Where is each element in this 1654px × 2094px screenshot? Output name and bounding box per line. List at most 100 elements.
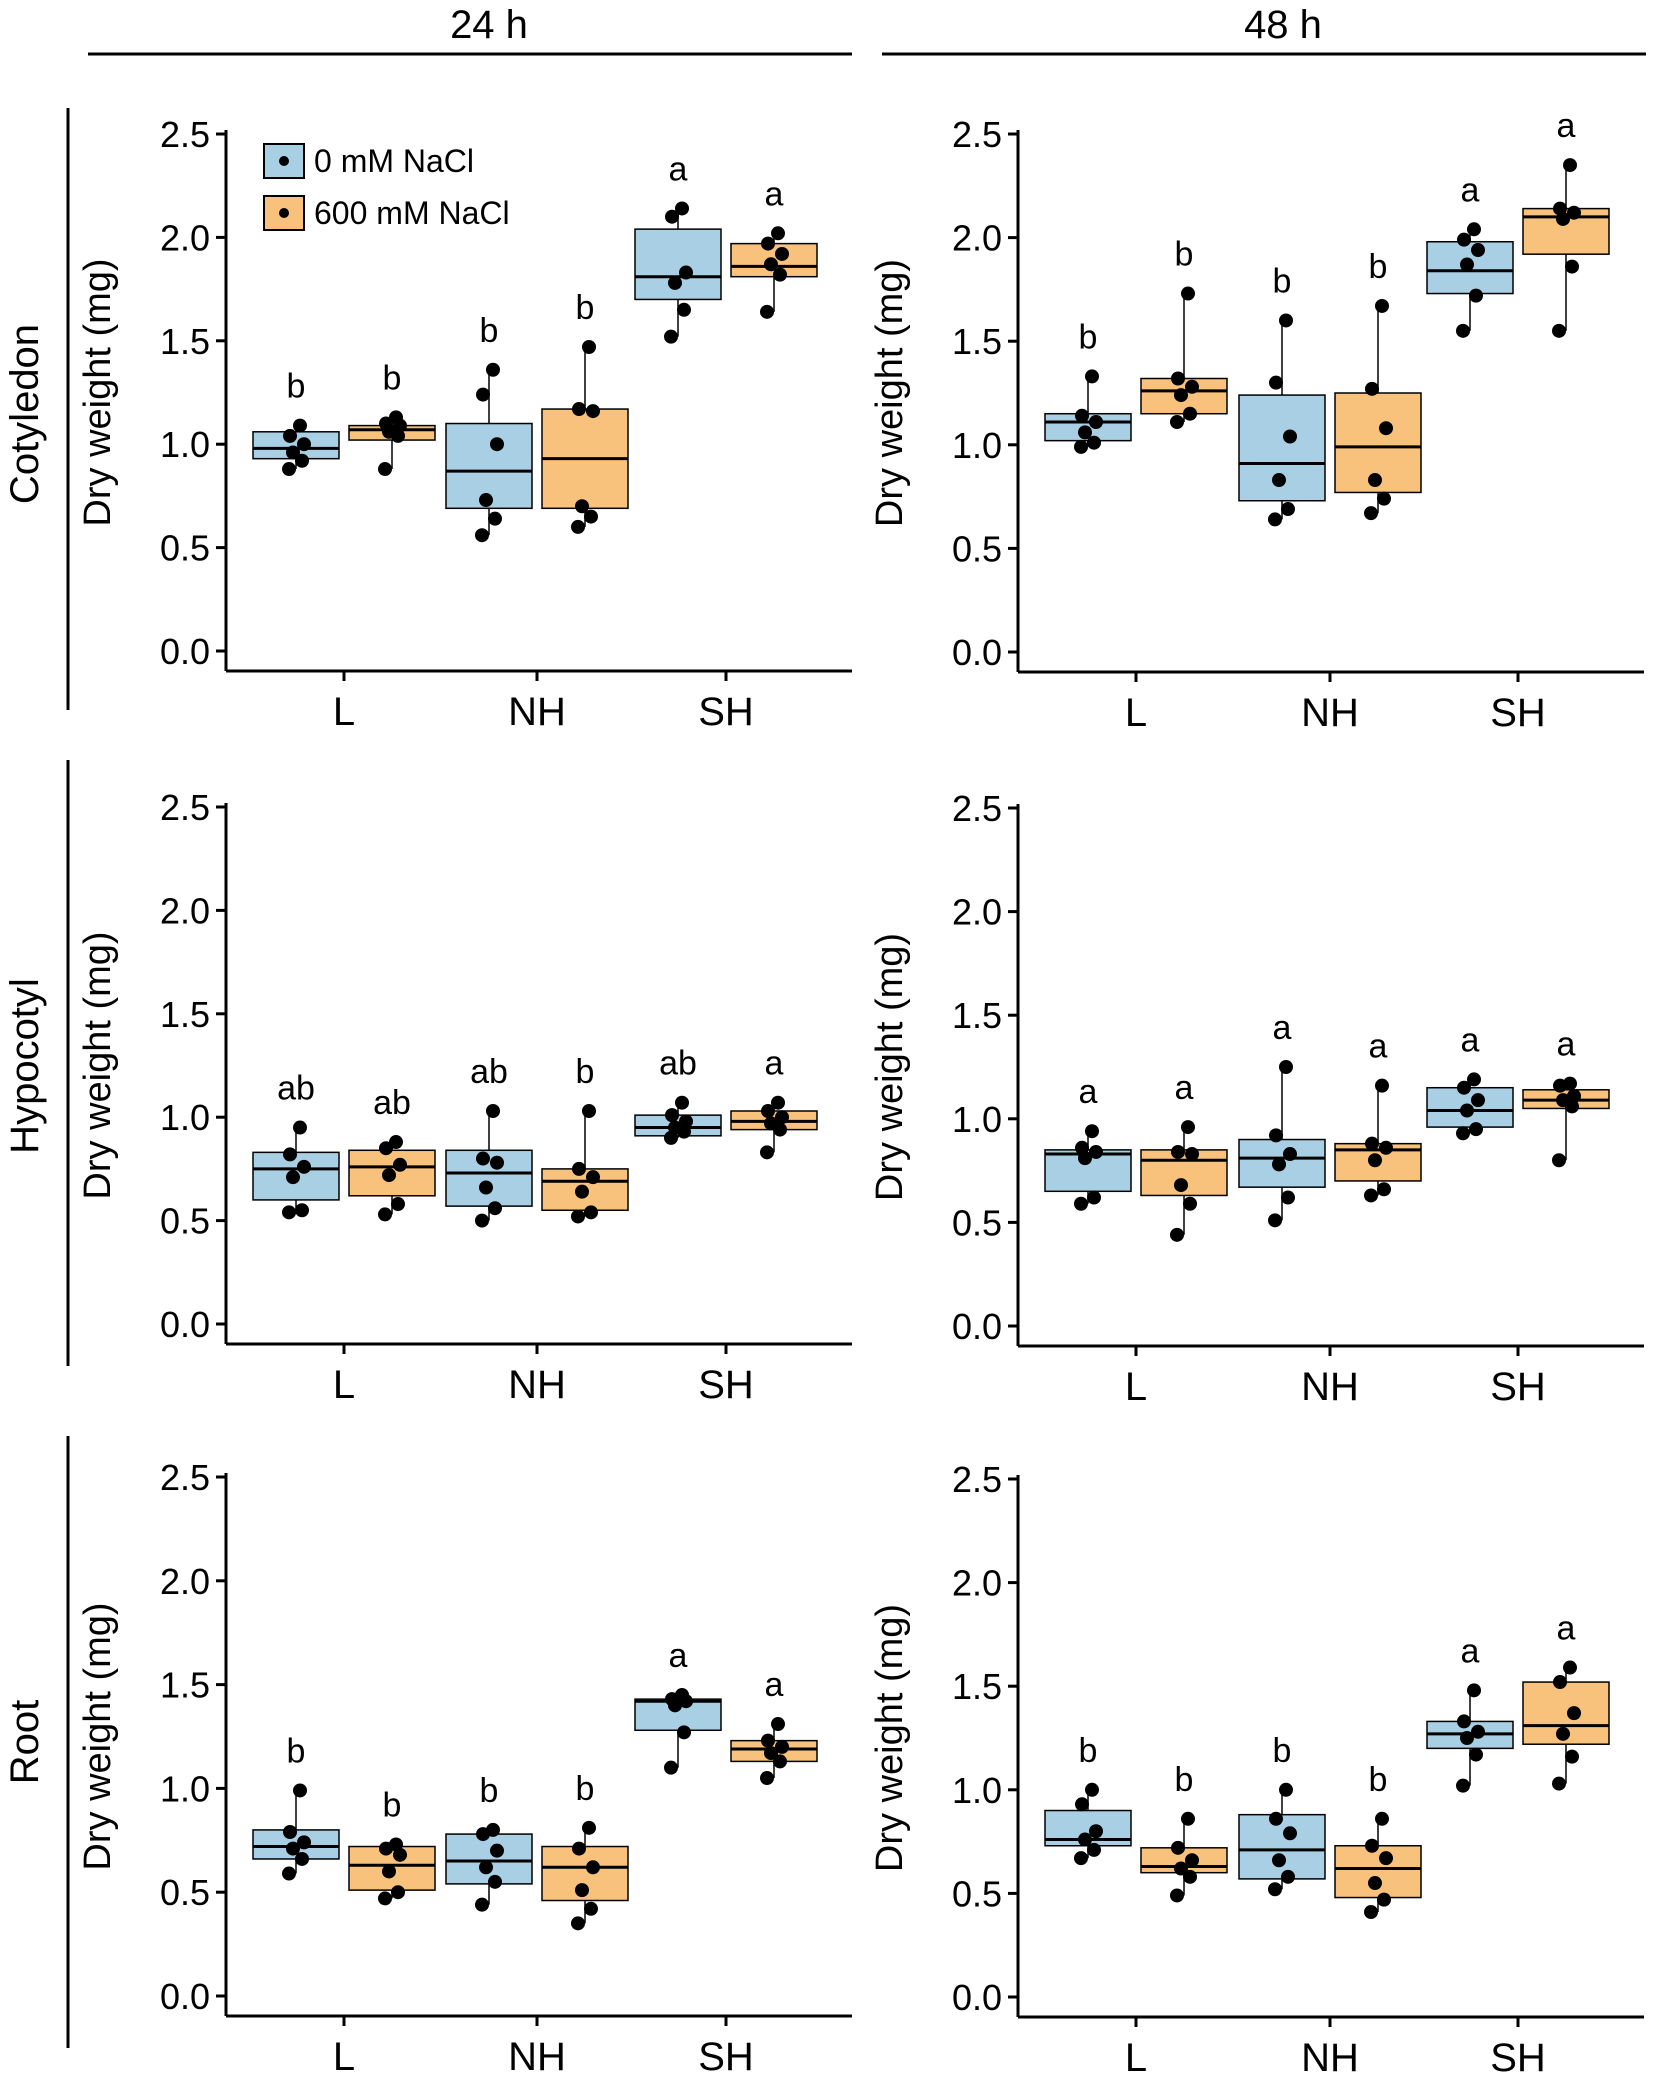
box-l-0mM: b: [1044, 1732, 1132, 1866]
data-point: [286, 445, 300, 460]
box-l-600mM: b: [1140, 236, 1228, 430]
data-point: [297, 1159, 311, 1174]
data-point: [1565, 1749, 1579, 1764]
data-point: [677, 302, 691, 317]
y-tick-label: 1.0: [160, 424, 210, 465]
data-point: [575, 499, 589, 514]
y-tick-label: 2.5: [160, 787, 210, 828]
data-point: [1185, 379, 1199, 394]
x-tick-label-sh: SH: [1490, 1365, 1546, 1409]
data-point: [479, 1860, 493, 1875]
row-label-root: Root: [3, 1436, 70, 2048]
data-point: [1171, 1840, 1185, 1855]
data-point: [382, 1864, 396, 1879]
y-axis-label: Dry weight (mg): [77, 1602, 119, 1870]
data-point: [1268, 1213, 1282, 1228]
y-tick-label: 2.5: [160, 1457, 210, 1498]
data-point: [293, 1120, 307, 1135]
data-point: [1170, 1888, 1184, 1903]
box-nh-0mM: ab: [445, 1053, 533, 1228]
data-point: [773, 267, 787, 282]
significance-letter: a: [1557, 107, 1576, 145]
data-point: [486, 1822, 500, 1837]
panel-hypocotyl-48h: 0.0 0.5 1.0 1.5 2.0 2.5 Dry weight (mg) L NH SH a a…: [869, 788, 1644, 1409]
y-axis-label: Dry weight (mg): [869, 933, 911, 1201]
significance-letter: b: [576, 1770, 595, 1808]
significance-letter: b: [383, 359, 402, 397]
data-point: [1460, 1731, 1474, 1745]
significance-letter: b: [1369, 1761, 1388, 1799]
row-label-root-text: Root: [3, 1700, 47, 1785]
data-point: [1377, 491, 1391, 506]
data-point: [1552, 1776, 1566, 1791]
data-point: [1471, 1093, 1485, 1108]
data-point: [1467, 222, 1481, 237]
data-point: [283, 428, 297, 443]
data-point: [1272, 1157, 1286, 1172]
data-point: [1281, 502, 1295, 517]
data-point: [1553, 201, 1567, 216]
data-point: [1365, 1136, 1379, 1151]
data-point: [1283, 1147, 1297, 1162]
y-tick-label: 1.0: [952, 1099, 1002, 1140]
data-point: [283, 1147, 297, 1162]
data-point: [675, 1687, 689, 1702]
data-point: [1085, 369, 1099, 384]
data-point: [1185, 1853, 1199, 1868]
box-l-600mM: b: [1140, 1761, 1228, 1903]
data-point: [1563, 1660, 1577, 1675]
data-point: [586, 1170, 600, 1185]
data-point: [668, 1120, 682, 1135]
panel-root-24h: 0.0 0.5 1.0 1.5 2.0 2.5 Dry weight (mg) L NH SH b b…: [77, 1457, 852, 2079]
data-point: [764, 1116, 778, 1131]
y-tick-label: 1.0: [160, 1097, 210, 1138]
data-point: [1553, 1675, 1567, 1690]
data-point: [1183, 1196, 1197, 1211]
data-point: [575, 1883, 589, 1898]
y-tick-label: 0.5: [160, 1201, 210, 1242]
y-tick-label: 2.0: [952, 892, 1002, 933]
data-point: [1469, 288, 1483, 303]
data-point: [1171, 1144, 1185, 1159]
data-point: [575, 1184, 589, 1199]
x-tick-label-l: L: [1125, 691, 1147, 735]
y-axis-label: Dry weight (mg): [77, 258, 119, 526]
data-point: [1181, 286, 1195, 301]
box-sh-0mM: a: [634, 1637, 722, 1775]
legend-label-0mM: 0 mM NaCl: [314, 143, 474, 179]
data-point: [282, 1205, 296, 1220]
data-point: [1368, 473, 1382, 488]
data-point: [584, 1901, 598, 1916]
data-point: [297, 437, 311, 452]
data-point: [1075, 408, 1089, 423]
data-point: [389, 1135, 403, 1150]
data-point: [1379, 421, 1393, 436]
data-point: [1279, 313, 1293, 328]
y-tick-label: 2.0: [160, 890, 210, 931]
box-sh-0mM: ab: [634, 1045, 722, 1145]
y-tick-label: 1.0: [160, 1768, 210, 1809]
data-point: [297, 1835, 311, 1850]
data-point: [475, 528, 489, 543]
data-point: [1085, 1124, 1099, 1139]
significance-letter: a: [669, 1637, 688, 1675]
data-point: [1368, 1876, 1382, 1891]
data-point: [1174, 1178, 1188, 1193]
x-tick-label-nh: NH: [1301, 1365, 1359, 1409]
box-l-600mM: b: [348, 1786, 436, 1906]
y-tick-label: 0.0: [952, 1306, 1002, 1347]
significance-letter: b: [1369, 248, 1388, 286]
data-point: [1078, 1832, 1092, 1847]
significance-letter: b: [1273, 262, 1292, 300]
box-sh-0mM: a: [634, 150, 722, 344]
data-point: [760, 304, 774, 319]
data-point: [1269, 1811, 1283, 1826]
significance-letter: b: [576, 1053, 595, 1091]
y-tick-label: 1.0: [952, 1770, 1002, 1811]
significance-letter: a: [765, 1666, 784, 1704]
data-point: [1074, 1196, 1088, 1211]
column-header-48h: 48 h: [882, 3, 1646, 56]
data-point: [295, 1203, 309, 1218]
y-tick-label: 1.5: [160, 321, 210, 362]
box-nh-600mM: b: [1334, 248, 1422, 521]
